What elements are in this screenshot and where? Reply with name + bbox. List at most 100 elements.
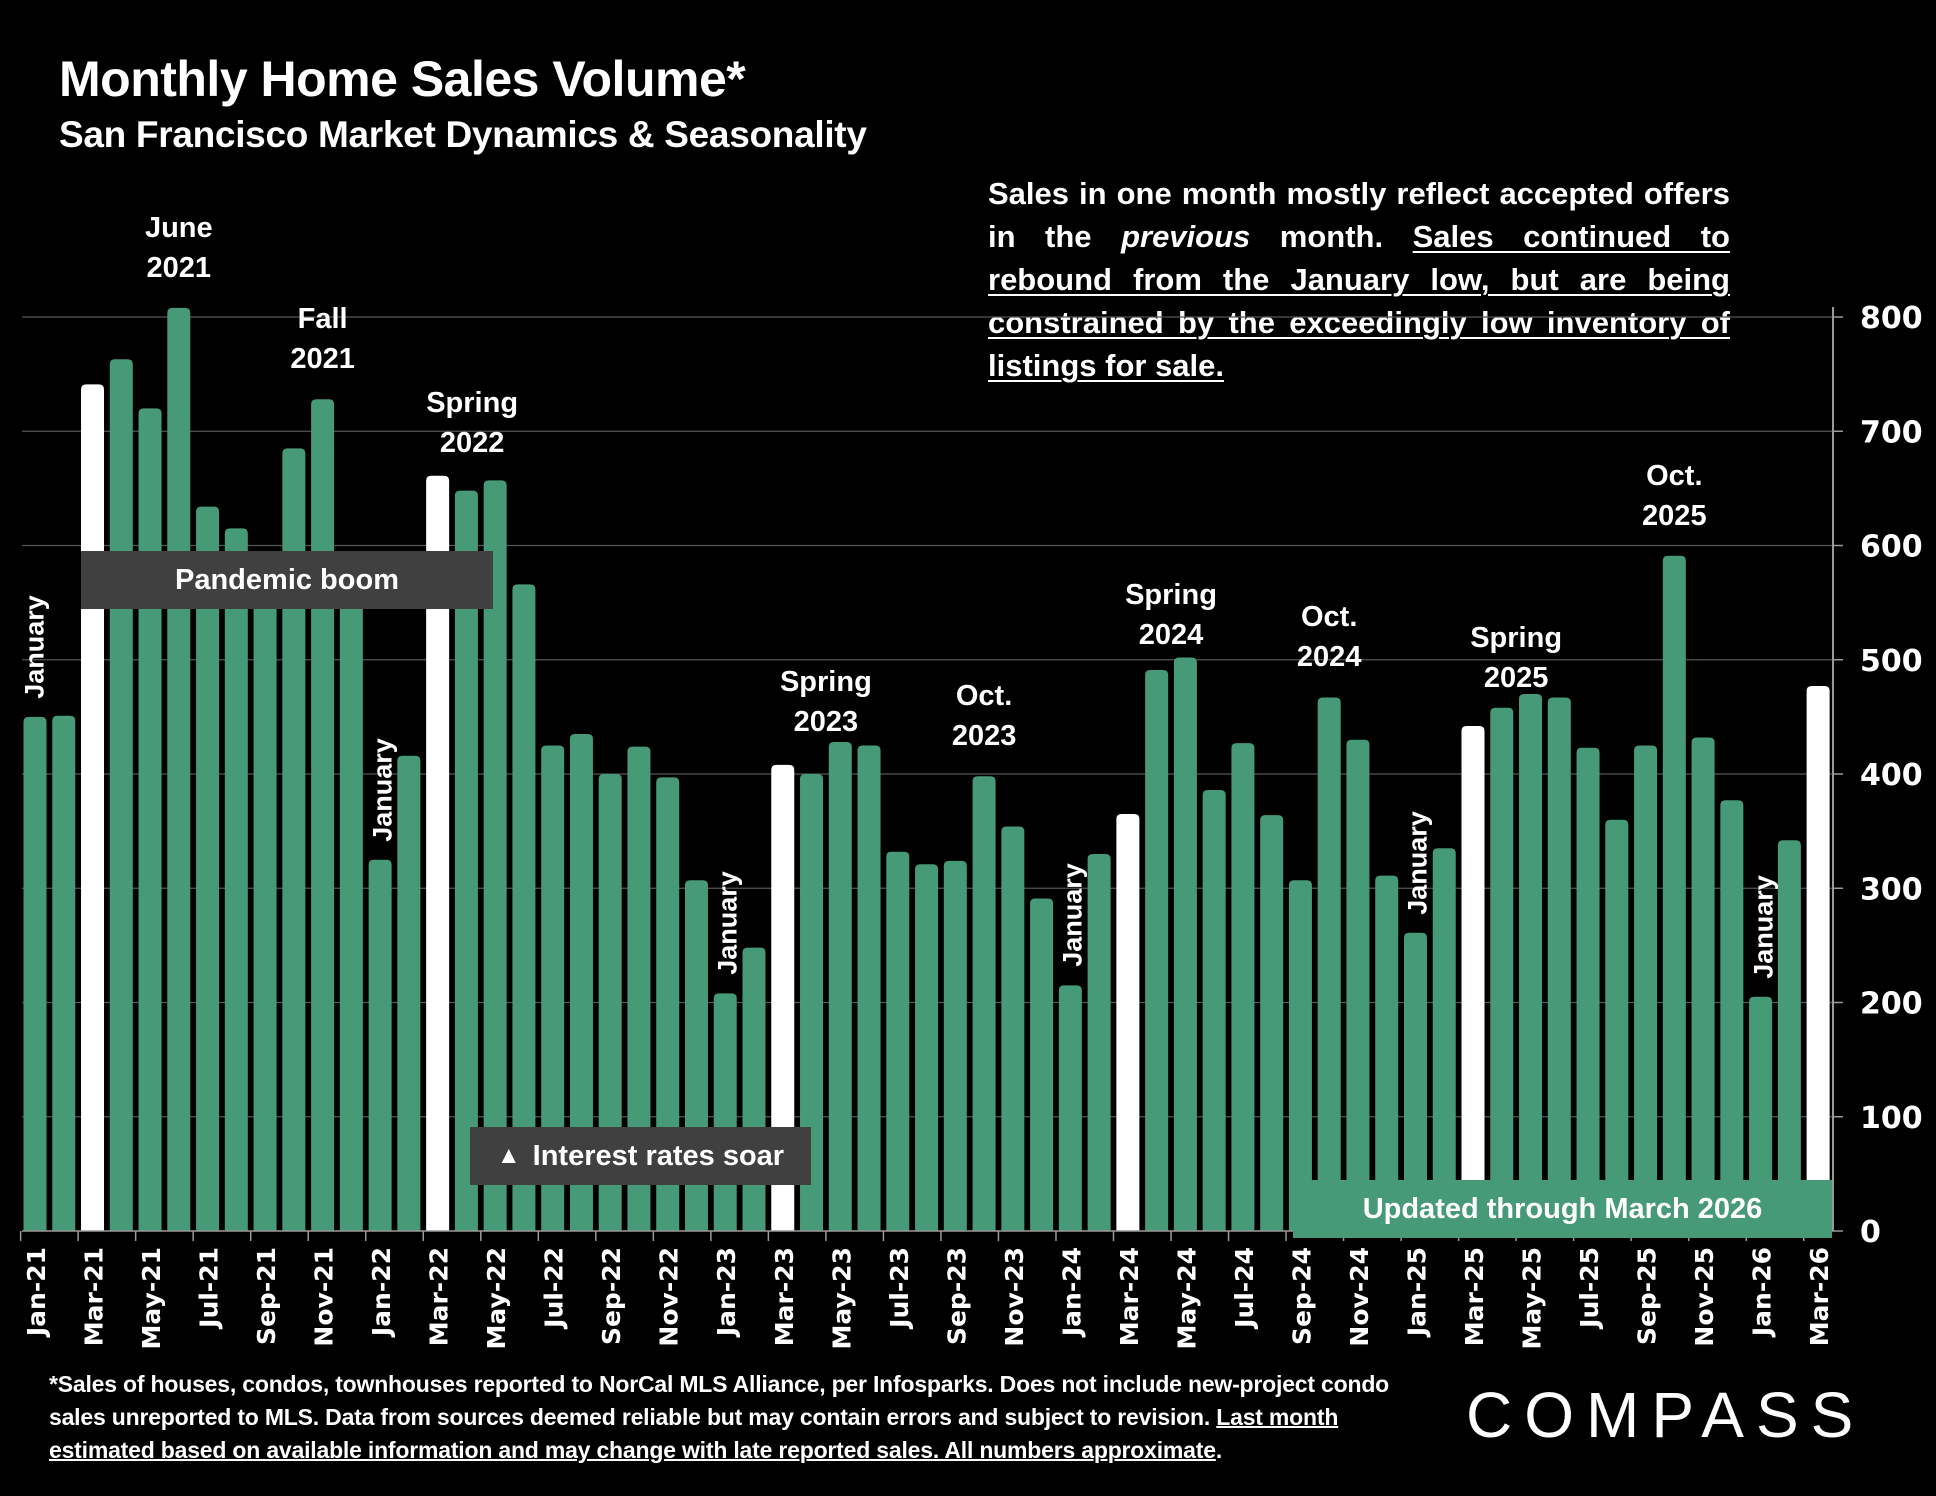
chart-title: Monthly Home Sales Volume*	[59, 51, 746, 107]
bar-Jan-24	[1058, 985, 1082, 1231]
bar-Jul-21	[196, 506, 220, 1231]
x-tick-label: Jan-22	[367, 1247, 396, 1338]
x-tick-label: Jan-25	[1402, 1247, 1431, 1338]
annotation-line: 2021	[146, 251, 212, 284]
bar-Jan-23	[713, 993, 737, 1231]
pandemic-boom-label: Pandemic boom	[175, 563, 399, 596]
january-label: January	[1057, 863, 1088, 968]
bar-Apr-22	[454, 490, 478, 1231]
x-tick-label: May-21	[137, 1247, 166, 1349]
y-tick-label: 600	[1860, 530, 1923, 565]
y-tick-label: 700	[1860, 415, 1923, 450]
annotation-line: June	[144, 211, 213, 244]
x-tick-label: Mar-23	[770, 1247, 799, 1346]
bar-Aug-22	[569, 734, 593, 1231]
x-tick-label: Mar-26	[1805, 1247, 1834, 1346]
peak-annotation: Fall 2021	[290, 299, 355, 379]
interest-rates-callout: ▲ Interest rates soar	[470, 1127, 811, 1185]
pandemic-boom-callout: Pandemic boom	[81, 551, 493, 609]
commentary-note: Sales in one month mostly reflect accept…	[988, 172, 1730, 387]
bar-Nov-24	[1346, 739, 1370, 1231]
footnote: *Sales of houses, condos, townhouses rep…	[49, 1368, 1439, 1467]
bar-Feb-25	[1432, 848, 1456, 1231]
bar-May-24	[1173, 657, 1197, 1231]
y-tick-label: 200	[1860, 987, 1923, 1022]
bar-Nov-25	[1691, 737, 1715, 1231]
y-tick-label: 800	[1860, 301, 1923, 336]
x-tick-labels: Jan-21 Mar-21 May-21 Jul-21 Sep-21 Nov-21 Jan-…	[22, 1247, 1834, 1349]
x-tick-label: Jul-23	[885, 1247, 914, 1330]
bar-Jun-22	[512, 584, 536, 1231]
bar-Jun-23	[857, 745, 881, 1231]
bar-May-22	[483, 480, 507, 1231]
bar-Feb-23	[742, 947, 766, 1231]
bar-Oct-22	[627, 746, 651, 1231]
y-tick-label: 400	[1860, 758, 1923, 793]
triangle-up-icon: ▲	[496, 1142, 521, 1169]
annotation-line: 2025	[1483, 662, 1549, 694]
annotation-line: Spring	[779, 666, 872, 698]
bar-Mar-25	[1461, 726, 1485, 1231]
x-tick-label: Mar-21	[80, 1247, 109, 1346]
annotation-line: 2024	[1296, 641, 1362, 674]
x-tick-label: Nov-21	[310, 1247, 339, 1347]
annotation-line: Fall	[297, 303, 348, 336]
peak-annotation: Spring 2024	[1125, 575, 1217, 655]
chart-subtitle: San Francisco Market Dynamics & Seasonal…	[59, 114, 867, 155]
x-tick-label: Jan-24	[1057, 1247, 1086, 1338]
bar-Feb-24	[1087, 853, 1111, 1231]
annotation-line: 2023	[951, 720, 1017, 753]
annotation-line: Spring	[1125, 579, 1217, 611]
updated-through-label: Updated through March 2026	[1362, 1192, 1763, 1225]
bar-Apr-21	[109, 359, 133, 1232]
bar-Apr-24	[1145, 670, 1169, 1231]
x-tick-label: Sep-25	[1633, 1247, 1662, 1345]
peak-annotation: Oct. 2023	[952, 676, 1017, 756]
bar-Sep-25	[1634, 745, 1658, 1231]
x-tick-label: Jan-26	[1748, 1247, 1777, 1338]
annotation-line: Spring	[426, 387, 519, 419]
x-tick-label: Sep-23	[942, 1247, 971, 1345]
x-tick-label: Nov-24	[1345, 1247, 1374, 1347]
bar-Sep-23	[943, 860, 967, 1231]
bar-Dec-21	[339, 568, 363, 1231]
bar-Oct-24	[1317, 697, 1341, 1231]
footnote-underlined: Last month estimated based on available …	[49, 1404, 1339, 1463]
bar-Jun-25	[1547, 697, 1571, 1231]
bar-Jun-24	[1202, 789, 1226, 1231]
compass-logo: COMPASS	[1466, 1379, 1866, 1451]
bar-Oct-21	[282, 448, 306, 1231]
peak-annotation: Spring 2023	[780, 662, 872, 742]
x-tick-label: Jan-21	[22, 1247, 51, 1338]
bar-Sep-24	[1288, 880, 1312, 1231]
peak-annotation: Spring 2025	[1470, 618, 1562, 698]
x-tick-label: Sep-24	[1287, 1247, 1316, 1345]
bar-Jan-26	[1749, 996, 1773, 1231]
bar-Aug-25	[1605, 819, 1629, 1231]
peak-annotation: June 2021	[145, 208, 213, 288]
bar-Aug-21	[224, 528, 248, 1231]
bar-May-25	[1519, 694, 1543, 1231]
note-text: Sales in one month mostly reflect accept…	[988, 176, 1730, 254]
bar-Feb-26	[1777, 840, 1801, 1231]
x-tick-label: Jul-24	[1230, 1247, 1259, 1330]
bar-May-23	[828, 742, 852, 1231]
x-tick-label: Mar-25	[1460, 1247, 1489, 1346]
x-tick-label: Mar-24	[1115, 1247, 1144, 1346]
january-label: January	[1402, 811, 1433, 915]
footnote-text: *Sales of houses, condos, townhouses rep…	[49, 1371, 1390, 1430]
bar-Jul-23	[886, 851, 910, 1231]
bar-Mar-22	[426, 475, 450, 1231]
x-tick-label: Jul-25	[1575, 1247, 1604, 1330]
bar-Jul-25	[1576, 747, 1600, 1231]
bar-Jan-22	[368, 859, 392, 1231]
note-italic: previous	[1121, 219, 1251, 254]
bar-Oct-23	[972, 776, 996, 1231]
bar-Nov-23	[1001, 826, 1025, 1231]
january-label: January	[367, 737, 398, 842]
note-text-2: month.	[1250, 219, 1413, 254]
bar-Feb-21	[52, 715, 76, 1231]
y-tick-labels: 0 100 200 300 400 500 600 700 800	[1860, 301, 1923, 1250]
x-tick-label: Nov-22	[655, 1247, 684, 1347]
